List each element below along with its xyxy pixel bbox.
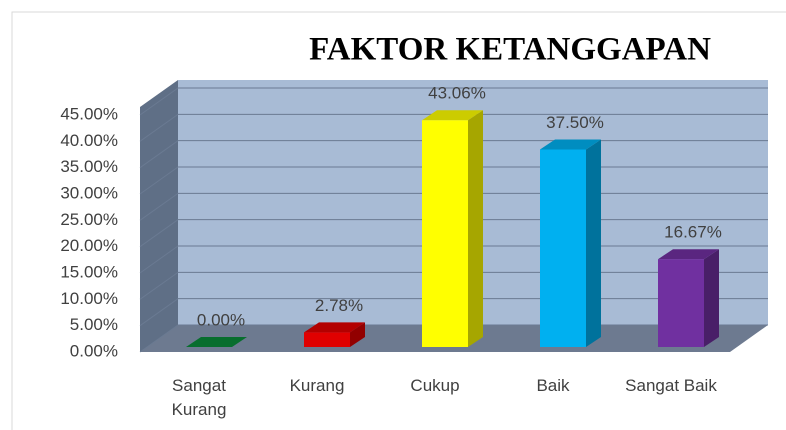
- y-tick-label: 25.00%: [60, 210, 118, 229]
- bar-top: [422, 110, 483, 121]
- value-label: 43.06%: [428, 84, 486, 103]
- y-tick-label: 0.00%: [70, 341, 118, 360]
- y-tick-label: 15.00%: [60, 262, 118, 281]
- x-tick-label: Kurang: [289, 376, 345, 395]
- bar: [422, 120, 468, 347]
- value-label: 0.00%: [197, 310, 245, 329]
- bar-top: [304, 322, 365, 333]
- bar: [304, 332, 350, 347]
- bar-side: [586, 139, 601, 347]
- bar-side: [468, 110, 483, 347]
- bar-side: [704, 249, 719, 347]
- bar: [540, 149, 586, 347]
- y-tick-label: 5.00%: [70, 315, 118, 334]
- y-tick-label: 40.00%: [60, 131, 118, 150]
- y-tick-label: 10.00%: [60, 289, 118, 308]
- x-tick-label: Sangat Kurang: [171, 376, 227, 419]
- value-label: 37.50%: [546, 113, 604, 132]
- value-label: 2.78%: [315, 296, 363, 315]
- x-tick-label: Cukup: [410, 376, 460, 395]
- y-tick-label: 45.00%: [60, 104, 118, 123]
- x-tick-label: Baik: [536, 376, 570, 395]
- chart-border: [11, 11, 786, 430]
- grid-line: [139, 113, 768, 142]
- grid-line: [139, 87, 768, 116]
- bar-top: [186, 337, 247, 347]
- bar: [658, 259, 704, 347]
- y-tick-label: 35.00%: [60, 157, 118, 176]
- x-tick-label: Sangat Baik: [625, 376, 717, 395]
- bar-top: [658, 249, 719, 260]
- value-label: 16.67%: [664, 223, 722, 242]
- chart-title: FAKTOR KETANGGAPAN: [309, 32, 711, 68]
- y-tick-label: 20.00%: [60, 236, 118, 255]
- bar-side: [350, 322, 365, 347]
- y-tick-label: 30.00%: [60, 183, 118, 202]
- bar-top: [540, 139, 601, 150]
